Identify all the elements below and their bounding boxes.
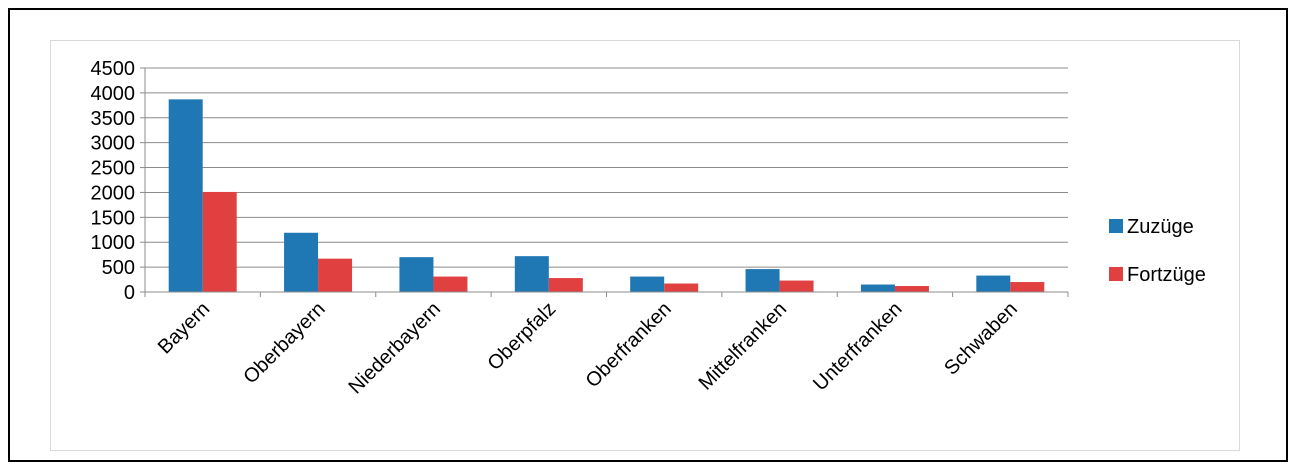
bar-fortzuege <box>548 278 583 292</box>
x-axis: Bayern Oberbayern Niederbayern Oberpfalz Obe… <box>144 291 1069 398</box>
x-category-label: Niederbayern <box>345 298 445 398</box>
x-category-label: Oberpfalz <box>483 298 560 375</box>
legend: Zuzüge Fortzüge <box>1109 216 1206 286</box>
x-category-label: Mittelfranken <box>695 298 792 395</box>
y-tick-label: 2000 <box>91 182 136 204</box>
x-category-label: Oberfranken <box>582 298 676 392</box>
bar-fortzuege <box>779 280 814 292</box>
x-category-label: Unterfranken <box>809 298 906 395</box>
y-tick-label: 4000 <box>91 83 136 105</box>
bar-zuzuege <box>514 256 549 292</box>
bar-zuzuege <box>976 275 1011 292</box>
bar-zuzuege <box>284 232 319 292</box>
y-tick-label: 1000 <box>91 232 136 254</box>
x-category-label: Oberbayern <box>239 298 329 388</box>
bar-fortzuege <box>1010 282 1045 292</box>
bar-fortzuege <box>894 286 929 292</box>
legend-label: Zuzüge <box>1127 216 1194 238</box>
bar-fortzuege <box>202 191 237 292</box>
bar-fortzuege <box>664 283 699 292</box>
chart-area <box>50 40 1240 451</box>
legend-swatch <box>1109 267 1123 281</box>
bar-fortzuege <box>433 276 468 292</box>
bar-zuzuege <box>399 257 434 292</box>
legend-swatch <box>1109 219 1123 233</box>
bar-zuzuege <box>745 269 780 292</box>
bars <box>168 99 1045 292</box>
bar-zuzuege <box>630 276 665 292</box>
legend-label: Fortzüge <box>1127 264 1206 286</box>
y-tick-label: 0 <box>124 282 135 304</box>
y-tick-label: 3500 <box>91 108 136 130</box>
x-category-label: Bayern <box>154 298 214 358</box>
y-tick-label: 4500 <box>91 58 136 80</box>
bar-zuzuege <box>860 284 895 292</box>
y-tick-label: 500 <box>102 257 135 279</box>
x-category-label: Schwaben <box>940 298 1022 380</box>
bar-zuzuege <box>168 99 203 292</box>
gridlines <box>145 67 1068 268</box>
y-tick-label: 1500 <box>91 207 136 229</box>
bar-fortzuege <box>318 258 353 292</box>
y-tick-label: 2500 <box>91 158 136 180</box>
y-tick-label: 3000 <box>91 133 136 155</box>
